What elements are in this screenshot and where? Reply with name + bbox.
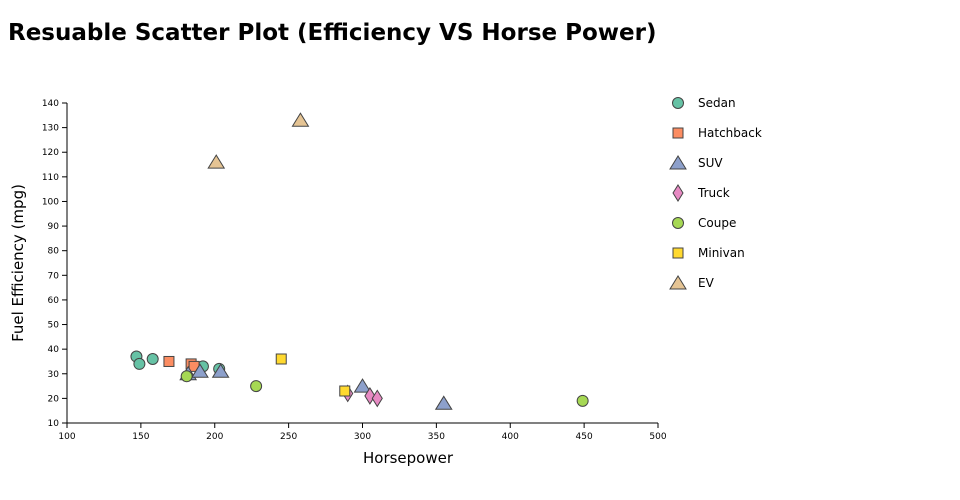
x-tick-label: 250 [280,432,297,442]
data-point-ev [291,112,310,127]
legend-item-hatchback: Hatchback [672,126,762,140]
legend-item-sedan: Sedan [672,96,736,110]
legend-marker [672,217,684,229]
legend-label: SUV [698,156,723,170]
legend-item-suv: SUV [669,155,723,170]
y-tick-label: 90 [48,222,60,232]
y-tick-label: 120 [42,148,59,158]
plot-area: 10 20 30 40 50 60 70 80 90 100 110 120 130 140 100 150… [42,99,667,442]
legend-label: Minivan [698,246,745,260]
y-tick-label: 80 [48,247,60,257]
legend: Sedan Hatchback SUV Truck Coupe Minivan EV [669,96,762,290]
y-tick-label: 50 [48,321,60,331]
data-point-suv [434,395,453,410]
x-tick-label: 150 [132,432,149,442]
data-point-suv [191,363,209,378]
y-tick-label: 70 [48,271,60,281]
legend-marker [672,184,684,202]
data-point-sedan [146,353,159,365]
legend-item-truck: Truck [672,184,730,202]
y-axis: 10 20 30 40 50 60 70 80 90 100 110 120 130 140 [42,99,68,429]
data-point-truck [371,389,383,408]
y-tick-label: 110 [42,173,59,183]
data-point-suv [353,378,372,393]
data-point-hatchback [163,355,175,367]
data-points [130,112,589,410]
y-tick-label: 20 [48,394,60,404]
y-axis-label: Fuel Efficiency (mpg) [9,184,27,342]
data-point-minivan [275,353,287,365]
x-tick-label: 450 [576,432,593,442]
x-tick-label: 100 [58,432,75,442]
y-tick-label: 60 [48,296,60,306]
x-tick-label: 200 [206,432,223,442]
x-tick-label: 400 [502,432,519,442]
legend-marker [672,127,684,139]
data-point-suv [211,363,230,378]
y-tick-label: 30 [48,370,60,380]
legend-marker [672,97,684,109]
x-tick-label: 300 [354,432,371,442]
x-tick-label: 500 [649,432,666,442]
legend-marker [669,275,687,290]
legend-label: Truck [697,186,730,200]
data-point-coupe [180,370,193,383]
legend-marker [672,247,684,259]
data-point-minivan [339,385,351,397]
y-tick-label: 40 [48,345,60,355]
legend-item-coupe: Coupe [672,216,736,230]
page-title: Resuable Scatter Plot (Efficiency VS Hor… [8,20,657,46]
x-tick-label: 350 [428,432,445,442]
x-axis: 100 150 200 250 300 350 400 450 500 [58,422,667,442]
legend-label: Hatchback [698,126,762,140]
data-point-coupe [576,394,589,407]
data-point-truck [364,386,376,405]
legend-marker [669,155,687,170]
y-tick-label: 100 [42,197,59,207]
y-tick-label: 140 [42,99,59,109]
x-axis-label: Horsepower [363,449,454,467]
y-tick-label: 10 [48,419,60,429]
legend-item-ev: EV [669,275,715,290]
legend-label: Sedan [698,96,736,110]
data-point-coupe [250,380,263,393]
data-point-sedan [133,357,146,370]
legend-label: Coupe [698,216,736,230]
legend-label: EV [698,276,715,290]
y-tick-label: 130 [42,124,59,134]
legend-item-minivan: Minivan [672,246,745,260]
data-point-ev [207,154,226,169]
